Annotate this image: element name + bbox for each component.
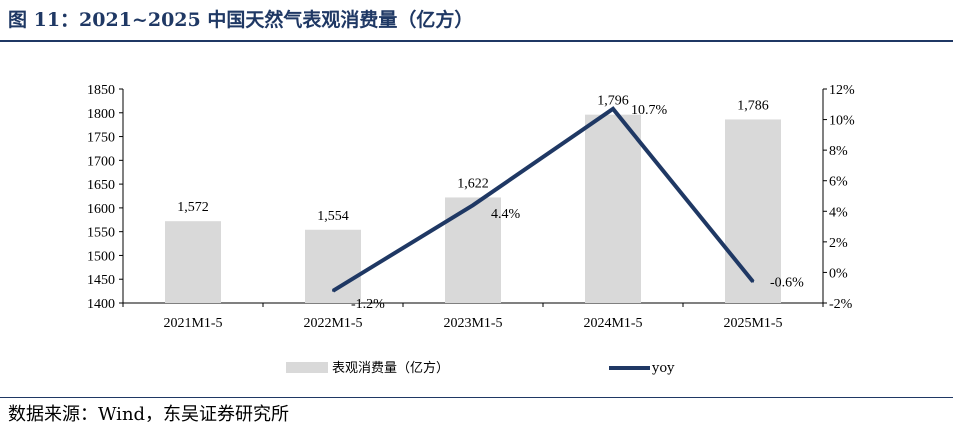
legend-label-yoy: yoy <box>651 361 675 376</box>
left-tick-label: 1700 <box>87 154 115 169</box>
yoy-value-label: -0.6% <box>770 276 804 291</box>
x-tick-label: 2024M1-5 <box>583 316 642 331</box>
bar-value-label: 1,796 <box>597 94 629 109</box>
bar-value-label: 1,572 <box>177 200 209 215</box>
left-tick-label: 1550 <box>87 226 115 241</box>
bar <box>305 229 361 303</box>
x-tick-label: 2022M1-5 <box>303 316 362 331</box>
right-tick-label: -2% <box>829 297 853 312</box>
bar-value-label: 1,554 <box>317 209 349 224</box>
left-tick-label: 1750 <box>87 131 115 146</box>
yoy-point <box>332 289 334 292</box>
bar <box>585 114 641 304</box>
source-rule <box>0 397 953 398</box>
right-tick-label: 0% <box>829 266 848 281</box>
bar <box>165 221 221 303</box>
left-tick-label: 1600 <box>87 202 115 217</box>
left-tick-label: 1500 <box>87 249 115 264</box>
x-tick-label: 2023M1-5 <box>443 316 502 331</box>
right-tick-label: 2% <box>829 236 848 251</box>
right-tick-label: 6% <box>829 175 848 190</box>
left-tick-label: 1400 <box>87 297 115 312</box>
yoy-point <box>752 280 754 283</box>
left-tick-label: 1650 <box>87 178 115 193</box>
yoy-line <box>331 106 755 293</box>
left-tick-label: 1800 <box>87 107 115 122</box>
right-tick-label: 4% <box>829 205 848 220</box>
yoy-value-label: 10.7% <box>631 103 668 118</box>
left-tick-label: 1850 <box>87 83 115 98</box>
left-tick-label: 1450 <box>87 273 115 288</box>
right-tick-label: 10% <box>829 114 855 129</box>
source-note: 数据来源：Wind，东吴证券研究所 <box>8 404 290 425</box>
right-tick-label: 8% <box>829 144 848 159</box>
figure-title: 图 11：2021~2025 中国天然气表观消费量（亿方） <box>8 9 474 31</box>
x-tick-label: 2025M1-5 <box>723 316 782 331</box>
yoy-point <box>472 204 474 207</box>
legend-label-bars: 表观消费量（亿方） <box>332 360 449 376</box>
yoy-value-label: -1.2% <box>351 297 385 312</box>
title-rule <box>0 40 953 42</box>
bar-value-label: 1,786 <box>737 98 769 113</box>
legend-swatch-bars <box>286 362 328 373</box>
bar <box>725 119 781 304</box>
x-tick-label: 2021M1-5 <box>163 316 222 331</box>
right-tick-label: 12% <box>829 83 855 98</box>
yoy-point <box>612 107 614 110</box>
bar-value-label: 1,622 <box>457 176 489 191</box>
yoy-value-label: 4.4% <box>491 207 521 222</box>
